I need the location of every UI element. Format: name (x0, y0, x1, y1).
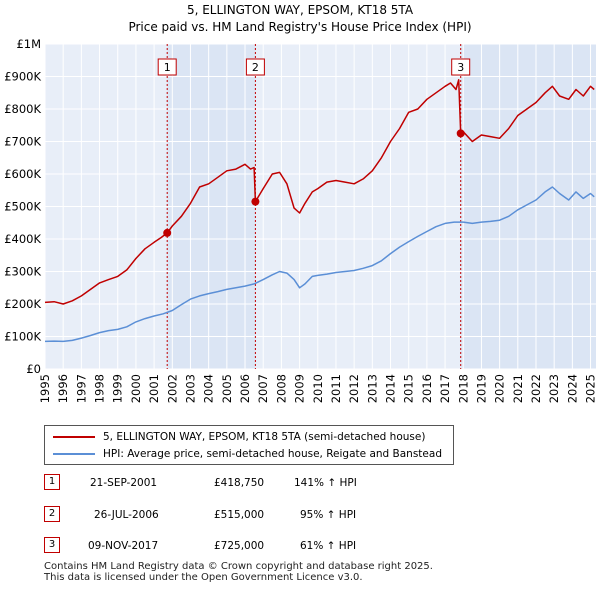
x-tick-label: 2025 (584, 374, 598, 403)
x-tick-label: 2004 (202, 374, 216, 403)
legend-item-hpi: HPI: Average price, semi-detached house,… (53, 446, 442, 462)
x-tick-label: 2022 (529, 374, 543, 403)
y-tick-label: £900K (4, 70, 41, 84)
marker-label: 2 (252, 61, 259, 74)
x-tick-label: 1997 (74, 374, 88, 403)
x-tick-label: 2005 (220, 374, 234, 403)
x-tick-label: 2013 (365, 374, 379, 403)
legend-item-property: 5, ELLINGTON WAY, EPSOM, KT18 5TA (semi-… (53, 429, 425, 445)
legend-label-hpi: HPI: Average price, semi-detached house,… (103, 448, 442, 460)
transaction-badge: 1 (44, 474, 60, 490)
x-tick-label: 2006 (238, 374, 252, 403)
x-tick-label: 2001 (147, 374, 161, 403)
legend-swatch-hpi (53, 453, 95, 455)
x-tick-label: 2020 (493, 374, 507, 403)
y-tick-label: £1M (16, 37, 41, 51)
x-tick-label: 2019 (474, 374, 488, 403)
marker-box (157, 58, 177, 76)
hpi-line (44, 186, 595, 343)
y-tick-label: £100K (4, 330, 41, 344)
transaction-hpi: 141% ↑ HPI (294, 477, 357, 489)
x-tick-label: 2003 (183, 374, 197, 403)
marker-label: 3 (457, 61, 464, 74)
x-tick-label: 2023 (547, 374, 561, 403)
legend-swatch-property (53, 436, 95, 438)
sale-point (251, 197, 260, 206)
x-tick-label: 1995 (38, 374, 52, 403)
transaction-badge: 2 (44, 506, 60, 522)
legend: 5, ELLINGTON WAY, EPSOM, KT18 5TA (semi-… (44, 425, 454, 465)
transaction-price: £418,750 (214, 477, 265, 489)
transaction-price: £515,000 (214, 509, 265, 521)
transaction-date: 09-NOV-2017 (88, 540, 159, 552)
marker-box (245, 58, 265, 76)
x-tick-label: 2011 (329, 374, 343, 403)
marker-box (451, 58, 471, 76)
legend-label-property: 5, ELLINGTON WAY, EPSOM, KT18 5TA (semi-… (103, 431, 426, 443)
transaction-date: 21-SEP-2001 (90, 477, 158, 489)
y-tick-label: £600K (4, 167, 41, 181)
x-tick-label: 2017 (438, 374, 452, 403)
x-tick-label: 2021 (511, 374, 525, 403)
transaction-price: £725,000 (214, 540, 265, 552)
y-tick-label: £800K (4, 102, 41, 116)
transaction-hpi: 95% ↑ HPI (300, 509, 357, 521)
transaction-hpi: 61% ↑ HPI (300, 540, 357, 552)
x-tick-label: 1996 (56, 374, 70, 403)
property-price-line (44, 79, 595, 305)
x-tick-label: 2008 (274, 374, 288, 403)
x-tick-label: 1999 (111, 374, 125, 403)
x-tick-label: 1998 (93, 374, 107, 403)
x-tick-label: 2007 (256, 374, 270, 403)
chart-subtitle: Price paid vs. HM Land Registry's House … (128, 20, 472, 34)
x-tick-label: 2010 (311, 374, 325, 403)
transaction-badge: 3 (44, 537, 60, 553)
x-tick-label: 2002 (165, 374, 179, 403)
x-tick-label: 2000 (129, 374, 143, 403)
footer-copyright: Contains HM Land Registry data © Crown c… (44, 561, 433, 572)
y-tick-label: £400K (4, 232, 41, 246)
price-chart: £0 £100K £200K £300K £400K £500K £600K £700K £80… (4, 37, 598, 403)
x-tick-label: 2016 (420, 374, 434, 403)
footer: Contains HM Land Registry data © Crown c… (44, 561, 433, 583)
x-tick-label: 2012 (347, 374, 361, 403)
y-tick-label: £700K (4, 135, 41, 149)
x-tick-label: 2018 (456, 374, 470, 403)
x-tick-label: 2009 (293, 374, 307, 403)
x-tick-label: 2014 (384, 374, 398, 403)
x-tick-label: 2015 (402, 374, 416, 403)
chart-title: 5, ELLINGTON WAY, EPSOM, KT18 5TA (186, 3, 414, 17)
y-tick-label: £200K (4, 297, 41, 311)
y-tick-label: £500K (4, 200, 41, 214)
y-tick-label: £300K (4, 265, 41, 279)
transaction-date: 26-JUL-2006 (94, 509, 159, 521)
marker-label: 1 (164, 61, 171, 74)
y-tick-label: £0 (26, 362, 41, 376)
sale-point (456, 129, 465, 138)
footer-licence: This data is licensed under the Open Gov… (44, 572, 363, 583)
x-tick-label: 2024 (565, 374, 579, 403)
sale-point (163, 228, 172, 237)
